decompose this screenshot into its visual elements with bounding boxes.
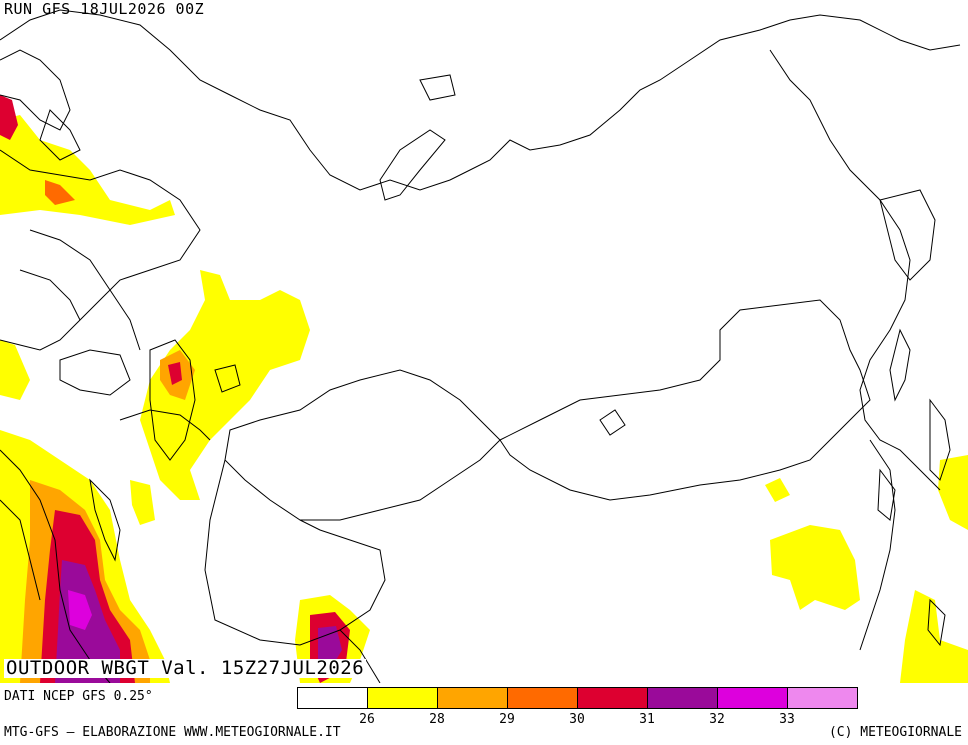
- legend-bar: [297, 687, 858, 709]
- field-east-yellow2: [765, 478, 790, 502]
- legend-swatch: [648, 688, 718, 708]
- field-se-yellow: [900, 590, 968, 683]
- kamchatka: [879, 189, 936, 281]
- aral: [214, 364, 241, 393]
- legend-tick-label: 32: [709, 712, 725, 727]
- field-west-strip: [130, 480, 155, 525]
- arabia-coast: [0, 449, 111, 683]
- legend-swatch: [368, 688, 438, 708]
- product-label: OUTDOOR WBGT Val. 15Z27JUL2026: [4, 657, 367, 679]
- black-sea: [59, 349, 131, 396]
- legend-tick-label: 33: [779, 712, 795, 727]
- field-east-yellow: [770, 525, 860, 610]
- east-coast: [769, 49, 941, 491]
- arctic-coast: [0, 9, 961, 191]
- data-source-label: DATI NCEP GFS 0.25°: [4, 689, 153, 704]
- wbgt-map: [0, 9, 968, 683]
- korea: [877, 468, 896, 521]
- taiwan: [927, 598, 946, 647]
- caucasus: [119, 409, 211, 441]
- field-se-yellow2: [938, 455, 968, 530]
- run-label: RUN GFS 18JUL2026 00Z: [4, 0, 205, 18]
- legend-swatch: [718, 688, 788, 708]
- field-nw-yellow: [0, 115, 175, 225]
- legend-tick-label: 31: [639, 712, 655, 727]
- europe-borders-2: [29, 229, 141, 351]
- china-coast: [859, 439, 896, 651]
- field-nw-red: [0, 95, 18, 140]
- legend-swatch: [508, 688, 578, 708]
- mongolia-border: [499, 299, 871, 501]
- india-border: [339, 629, 381, 683]
- wbgt-field: [0, 95, 968, 683]
- field-sw-yellow: [0, 340, 30, 400]
- persian-gulf: [89, 478, 121, 562]
- sakhalin: [889, 328, 911, 402]
- color-legend: 26 28 29 30 31 32 33: [297, 687, 858, 727]
- map-area: [0, 9, 968, 683]
- baikal: [599, 409, 626, 436]
- taymyr-islands: [419, 74, 456, 101]
- japan: [929, 398, 951, 481]
- novaya-zemlya: [379, 129, 446, 201]
- legend-tick-label: 26: [359, 712, 375, 727]
- legend-tick-label: 29: [499, 712, 515, 727]
- field-nw-red2: [45, 180, 75, 205]
- red-sea-coast: [0, 499, 41, 601]
- legend-swatch: [298, 688, 368, 708]
- field-west-magenta: [68, 590, 92, 630]
- europe-borders-3: [19, 269, 81, 321]
- scandinavia: [0, 49, 71, 131]
- legend-tick-label: 28: [429, 712, 445, 727]
- legend-tick-label: 30: [569, 712, 585, 727]
- legend-swatch: [788, 688, 857, 708]
- central-asia-borders: [204, 459, 386, 646]
- caspian-sea: [149, 339, 196, 461]
- field-caspian-red: [168, 362, 182, 385]
- legend-swatch: [438, 688, 508, 708]
- credit-right-label: (C) METEOGIORNALE: [828, 725, 962, 740]
- legend-swatch: [578, 688, 648, 708]
- kazakhstan-border: [224, 369, 501, 521]
- credit-left-label: MTG-GFS — ELABORAZIONE WWW.METEOGIORNALE…: [4, 725, 341, 740]
- map-outlines: [0, 9, 961, 683]
- legend-ticks: 26 28 29 30 31 32 33: [297, 709, 858, 727]
- field-caspian-yellow: [140, 270, 310, 500]
- baltic: [39, 109, 81, 161]
- europe-borders: [0, 149, 201, 351]
